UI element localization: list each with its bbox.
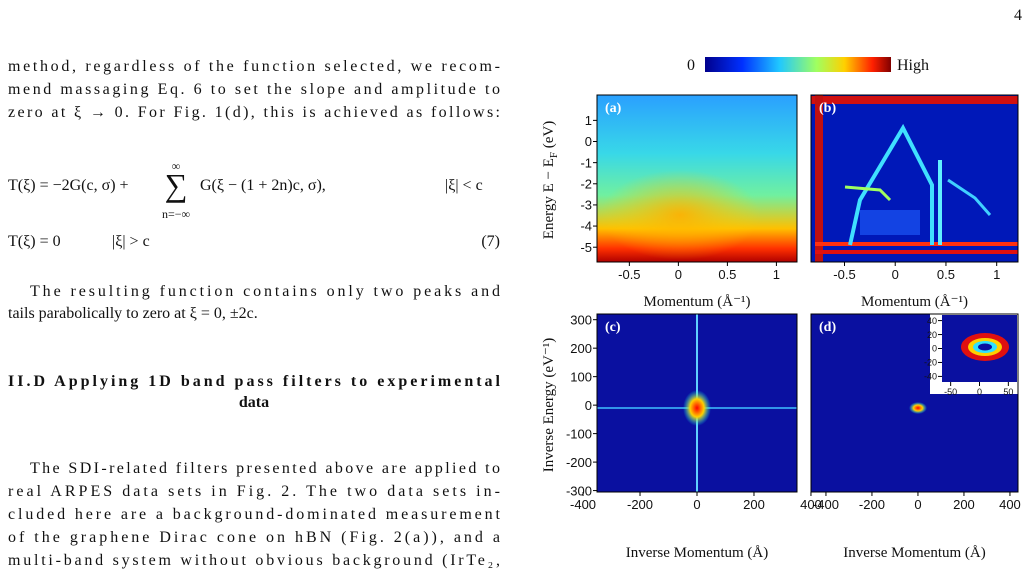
text-line: zero at ξ → 0. For Fig. 1(d), this is ac… — [8, 104, 500, 121]
x-tick-label: 0 — [977, 387, 982, 397]
heatmap-b — [811, 95, 1018, 262]
y-tick-label: 0 — [932, 344, 937, 354]
x-tick-label: 0 — [693, 497, 700, 512]
x-axis-label: Inverse Momentum (Å) — [843, 545, 985, 561]
x-axis-label: Momentum (Å⁻¹) — [644, 294, 751, 310]
x-tick-label: -400 — [813, 497, 839, 512]
panel-label: (a) — [605, 101, 622, 116]
text-column: T(ξ) = −2G(c, σ) + ∑ ∞ n=−∞ G(ξ − (1 + 2… — [8, 159, 500, 250]
heatmap-a — [597, 95, 797, 262]
x-tick-label: 1 — [773, 267, 780, 282]
y-tick-label: 100 — [570, 369, 592, 384]
y-axis-label: Energy E − EF (eV) — [541, 121, 560, 239]
x-tick-label: -50 — [944, 387, 957, 397]
equation-lhs: T(ξ) = −2G(c, σ) + — [8, 177, 129, 194]
x-tick-label: 0 — [914, 497, 921, 512]
panel-label: (d) — [819, 320, 836, 335]
x-tick-label: 0.5 — [718, 267, 736, 282]
y-tick-label: 40 — [927, 316, 937, 326]
x-tick-label: 1 — [993, 267, 1000, 282]
heatmap-d — [811, 314, 1018, 492]
y-tick-label: -2 — [580, 176, 592, 191]
x-tick-label: -200 — [627, 497, 653, 512]
x-tick-label: -400 — [570, 497, 596, 512]
y-axis-label: Inverse Energy (eV⁻¹) — [541, 338, 557, 473]
x-tick-label: 0 — [675, 267, 682, 282]
colorbar-low: 0 — [687, 57, 695, 74]
page-number: 4 — [1014, 7, 1022, 24]
text-line: of the graphene Dirac cone on hBN (Fig. … — [8, 529, 500, 546]
text-line: real ARPES data sets in Fig. 2. The two … — [8, 483, 500, 500]
text-line: multi-band system without obvious backgr… — [8, 552, 500, 569]
equation-upper: ∞ — [172, 159, 181, 173]
y-axis-label-sub: F — [548, 152, 560, 158]
equation-sum: ∑ — [165, 167, 188, 203]
y-tick-label: -300 — [566, 483, 592, 498]
colorbar — [705, 57, 891, 72]
x-tick-label: -0.5 — [618, 267, 640, 282]
text-line: method, regardless of the function selec… — [8, 58, 500, 75]
equation-lower: n=−∞ — [162, 207, 190, 221]
panel-label: (c) — [605, 320, 621, 335]
x-tick-label: 200 — [743, 497, 765, 512]
heatmap-c — [597, 314, 797, 492]
text-line: The resulting function contains only two… — [30, 283, 500, 300]
colorbar-high: High — [897, 57, 929, 74]
y-tick-label: -4 — [580, 219, 592, 234]
panel-frame — [810, 94, 1019, 263]
y-tick-label: 0 — [585, 398, 592, 413]
equation-term: G(ξ − (1 + 2n)c, σ), — [200, 177, 326, 194]
x-axis-label: Momentum (Å⁻¹) — [861, 294, 968, 310]
section-heading: data — [239, 394, 269, 411]
y-tick-label: -100 — [566, 426, 592, 441]
y-tick-label: 300 — [570, 312, 592, 327]
x-tick-label: -200 — [859, 497, 885, 512]
y-tick-label: -1 — [580, 155, 592, 170]
x-tick-label: 400 — [999, 497, 1021, 512]
equation-condition: |ξ| < c — [445, 177, 483, 194]
x-tick-label: -0.5 — [833, 267, 855, 282]
text-line: mend massaging Eq. 6 to set the slope an… — [8, 81, 500, 98]
x-tick-label: 50 — [1003, 387, 1013, 397]
section-heading: II.D Applying 1D band pass filters to ex… — [8, 373, 501, 390]
y-tick-label: 0 — [585, 134, 592, 149]
text-line: The SDI-related filters presented above … — [30, 460, 500, 477]
text-line: cluded here are a background-dominated m… — [8, 506, 501, 523]
x-tick-label: 200 — [953, 497, 975, 512]
y-axis-label-unit: (eV) — [541, 121, 557, 152]
panel-label: (b) — [819, 101, 836, 116]
equation-number: (7) — [481, 233, 500, 250]
y-tick-label: -200 — [566, 455, 592, 470]
y-tick-label: -20 — [924, 358, 937, 368]
y-tick-label: 1 — [585, 113, 592, 128]
x-tick-label: 0 — [892, 267, 899, 282]
y-tick-label: -5 — [580, 240, 592, 255]
x-tick-label: 400 — [800, 497, 822, 512]
y-tick-label: -40 — [924, 372, 937, 382]
panel-frame — [810, 313, 1019, 493]
y-axis-label-main: Energy E − E — [541, 158, 557, 239]
figure: 0 High — [597, 57, 1018, 492]
x-tick-label: 0.5 — [937, 267, 955, 282]
equation-lhs: T(ξ) = 0 — [8, 233, 61, 250]
x-axis-label: Inverse Momentum (Å) — [626, 545, 768, 561]
panel-frame — [596, 94, 798, 263]
y-tick-label: 20 — [927, 330, 937, 340]
y-tick-label: -3 — [580, 198, 592, 213]
y-tick-label: 200 — [570, 341, 592, 356]
text-line: tails parabolically to zero at ξ = 0, ±2… — [8, 305, 258, 322]
equation-condition: |ξ| > c — [112, 233, 150, 250]
